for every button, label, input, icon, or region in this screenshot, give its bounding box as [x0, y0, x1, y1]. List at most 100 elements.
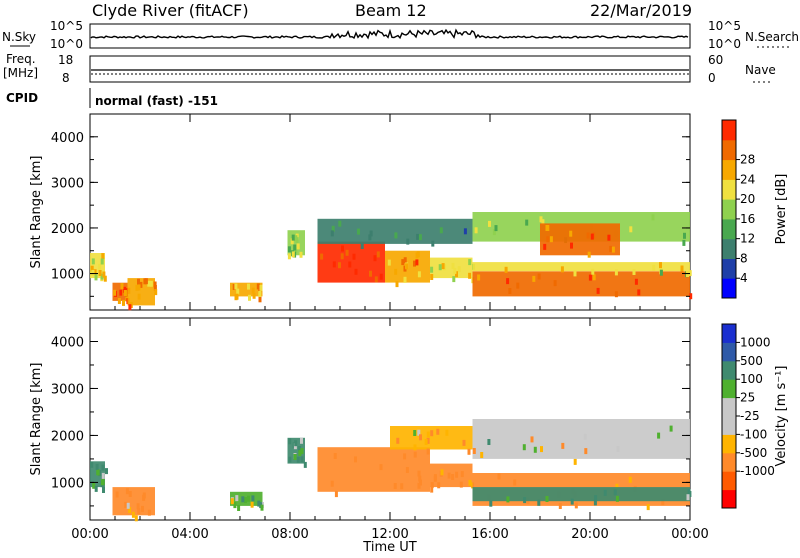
heatmap-speck	[90, 461, 94, 468]
heatmap-speck	[294, 235, 298, 242]
heatmap-speck	[142, 494, 146, 501]
heatmap-speck	[683, 232, 686, 239]
heatmap-speck	[573, 458, 577, 465]
heatmap-speck	[430, 266, 434, 273]
colorbar-segment	[722, 452, 736, 472]
colorbar-segment	[722, 179, 736, 200]
heatmap-speck	[452, 276, 456, 283]
heatmap-speck	[413, 260, 416, 267]
heatmap-cell	[472, 262, 690, 272]
heatmap-speck	[489, 500, 493, 507]
heatmap-speck	[123, 290, 127, 296]
heatmap-speck	[561, 442, 565, 449]
heatmap-speck	[320, 253, 324, 260]
colorbar-segment	[722, 360, 736, 380]
heatmap-speck	[417, 470, 421, 477]
heatmap-speck	[416, 233, 420, 240]
heatmap-speck	[689, 293, 693, 300]
heatmap-speck	[614, 269, 618, 276]
x-tick-label: 08:00	[271, 527, 308, 542]
heatmap-speck	[290, 238, 294, 245]
heatmap-speck	[418, 475, 422, 482]
heatmap-speck	[91, 258, 95, 265]
heatmap-speck	[657, 432, 661, 439]
nsearch-tick-top: 10^5	[708, 19, 741, 33]
heatmap-speck	[533, 446, 537, 453]
heatmap-speck	[549, 236, 553, 243]
heatmap-speck	[345, 249, 349, 256]
heatmap-cell	[472, 487, 690, 502]
heatmap-speck	[147, 509, 151, 516]
heatmap-speck	[419, 479, 422, 486]
colorbar-segment	[722, 258, 736, 279]
heatmap-speck	[516, 282, 520, 289]
heatmap-speck	[369, 230, 373, 237]
heatmap-speck	[603, 489, 607, 496]
colorbar-tick-label: 20	[740, 192, 755, 206]
heatmap-speck	[553, 280, 557, 287]
heatmap-speck	[403, 265, 407, 272]
x-tick-label: 20:00	[571, 527, 608, 542]
heatmap-speck	[426, 431, 430, 438]
colorbar-tick-label: 12	[740, 232, 755, 246]
power-panel: 1000 2000 3000 4000 Slant Range [km] 4 8 12 16 20…	[29, 113, 789, 311]
heatmap-speck	[236, 288, 240, 295]
heatmap-speck	[128, 304, 132, 311]
colorbar-tick-label: 500	[740, 354, 763, 368]
y-tick-label: 4000	[51, 131, 84, 146]
heatmap-speck	[669, 425, 673, 432]
colorbar-segment	[722, 471, 736, 491]
heatmap-speck	[260, 504, 264, 511]
heatmap-speck	[131, 511, 135, 518]
heatmap-speck	[394, 232, 398, 239]
heatmap-speck	[294, 440, 298, 447]
heatmap-speck	[250, 501, 254, 508]
heatmap-speck	[137, 278, 140, 285]
heatmap-speck	[136, 503, 140, 510]
y-tick-label: 3000	[51, 382, 84, 397]
heatmap-speck	[92, 482, 96, 489]
colorbar-segment	[722, 489, 736, 509]
heatmap-speck	[300, 448, 304, 455]
heatmap-speck	[119, 289, 123, 296]
x-tick-label: 00:00	[71, 527, 108, 542]
heatmap-speck	[379, 464, 383, 471]
heatmap-speck	[234, 283, 238, 290]
heatmap-speck	[338, 220, 342, 227]
heatmap-speck	[252, 292, 256, 299]
heatmap-speck	[688, 491, 692, 497]
freq-tick-top: 18	[58, 53, 73, 67]
heatmap-speck	[440, 469, 444, 476]
nsearch-label: N.Search	[745, 30, 799, 44]
y-tick-label: 1000	[51, 268, 84, 283]
heatmap-speck	[540, 446, 543, 453]
heatmap-speck	[247, 495, 250, 502]
colorbar-tick-label: 28	[740, 153, 755, 167]
heatmap-speck	[522, 444, 526, 451]
heatmap-cell	[472, 419, 690, 459]
heatmap-speck	[251, 287, 255, 294]
nave-label: Nave	[745, 63, 776, 77]
heatmap-speck	[303, 461, 307, 468]
colorbar-segment	[722, 397, 736, 417]
heatmap-speck	[126, 502, 130, 509]
heatmap-speck	[405, 263, 409, 270]
heatmap-cell	[540, 223, 620, 256]
colorbar-tick-label: 1000	[740, 335, 771, 349]
heatmap-speck	[474, 227, 478, 234]
heatmap-speck	[682, 239, 686, 246]
colorbar-segment	[722, 434, 736, 454]
nsearch-tick-bottom: 10^0	[708, 37, 741, 51]
heatmap-speck	[331, 225, 335, 232]
heatmap-speck	[394, 268, 398, 275]
heatmap-speck	[462, 439, 466, 446]
heatmap-cell	[472, 271, 690, 297]
velocity-panel: 1000 2000 3000 4000 Slant Range [km] 1000 500 1…	[29, 317, 789, 522]
heatmap-speck	[583, 433, 587, 440]
sky-strip-frame	[89, 23, 691, 49]
heatmap-speck	[523, 497, 527, 504]
heatmap-speck	[120, 283, 124, 290]
heatmap-speck	[259, 284, 263, 291]
heatmap-speck	[504, 266, 508, 273]
